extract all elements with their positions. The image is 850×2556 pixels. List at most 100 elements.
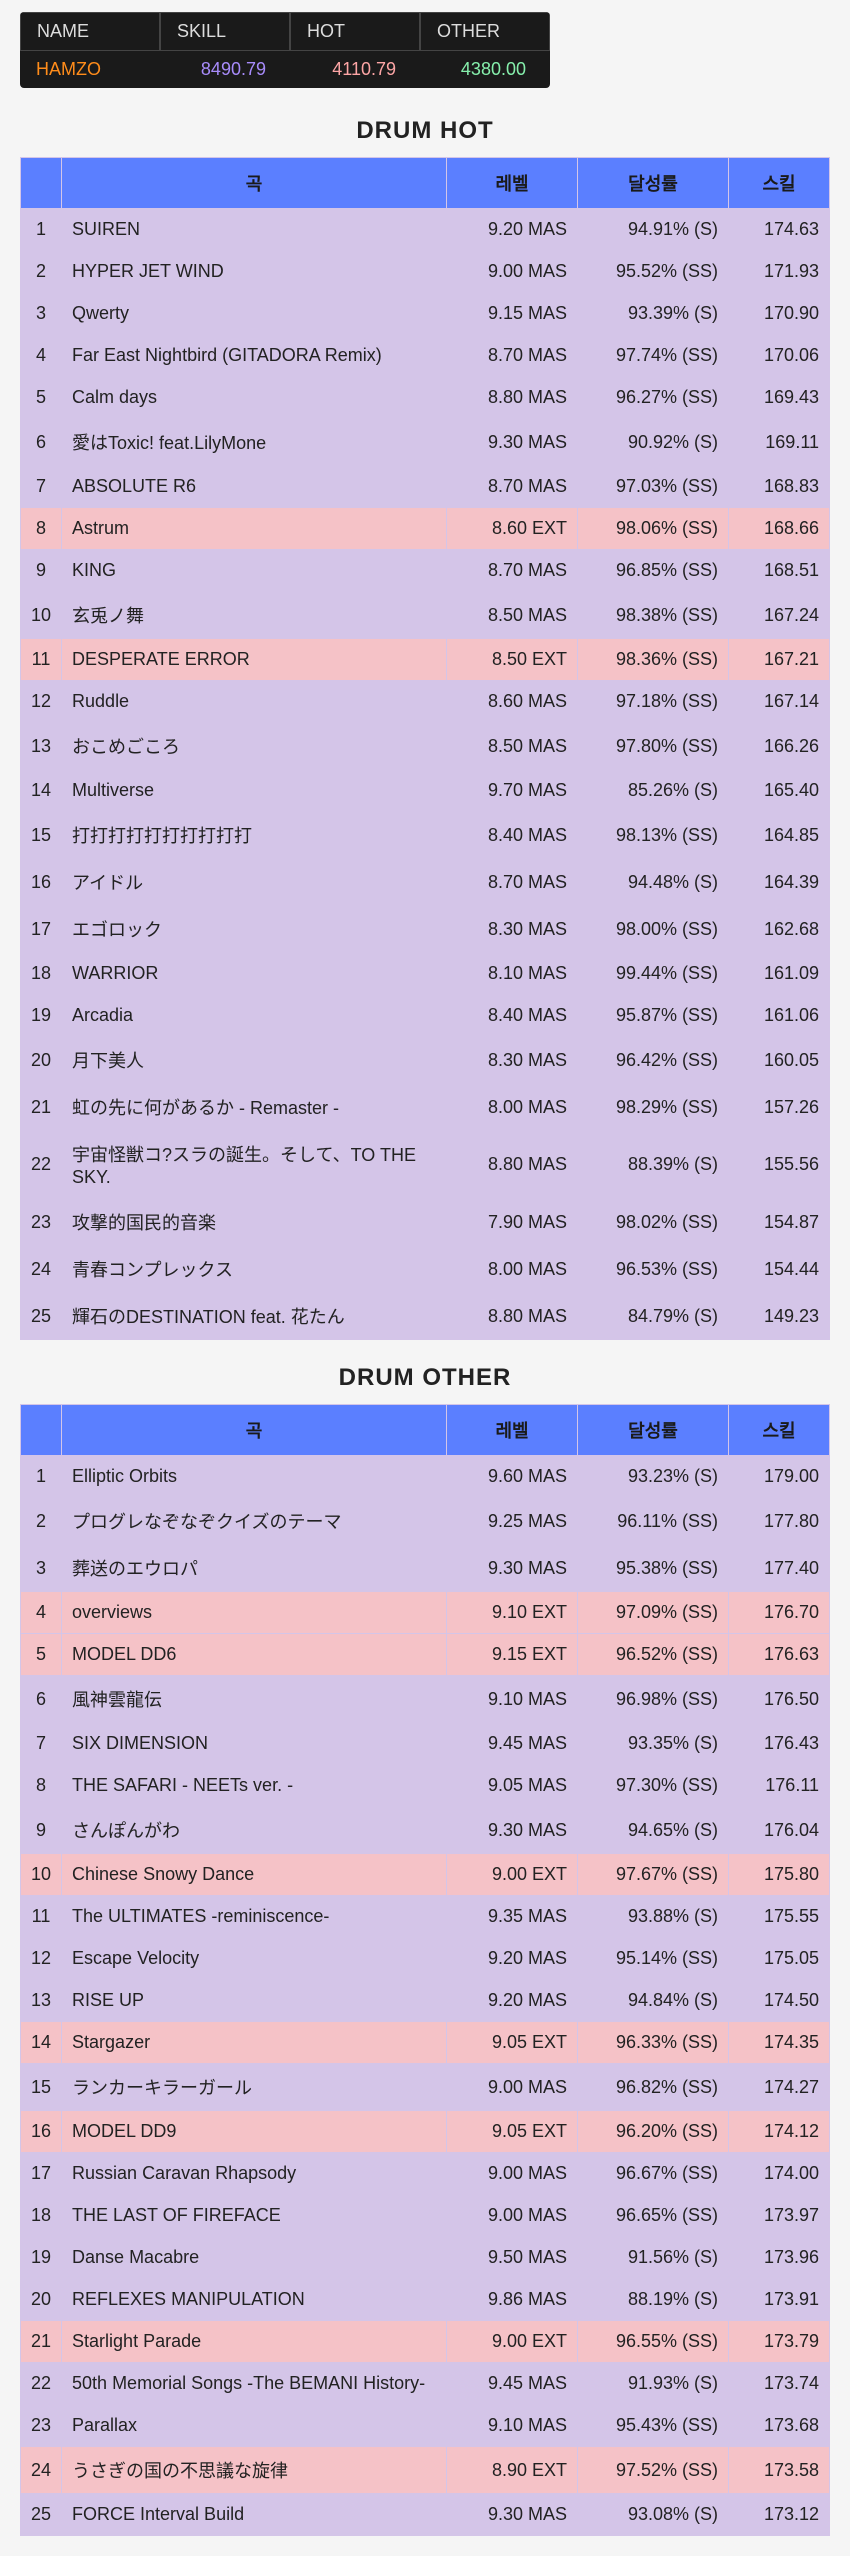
table-row[interactable]: 4Far East Nightbird (GITADORA Remix)8.70… (21, 335, 829, 376)
table-row[interactable]: 19Arcadia8.40 MAS95.87% (SS)161.06 (21, 995, 829, 1036)
table-row[interactable]: 18THE LAST OF FIREFACE9.00 MAS96.65% (SS… (21, 2195, 829, 2236)
cell-rate: 97.80% (SS) (578, 723, 728, 769)
cell-rank: 21 (21, 2321, 61, 2362)
table-row[interactable]: 1Elliptic Orbits9.60 MAS93.23% (S)179.00 (21, 1456, 829, 1497)
player-header: NAME SKILL HOT OTHER (20, 12, 550, 51)
table-row[interactable]: 19Danse Macabre9.50 MAS91.56% (S)173.96 (21, 2237, 829, 2278)
cell-skill: 175.05 (729, 1938, 829, 1979)
cell-song: REFLEXES MANIPULATION (62, 2279, 446, 2320)
table-row[interactable]: 2250th Memorial Songs -The BEMANI Histor… (21, 2363, 829, 2404)
cell-rank: 6 (21, 1676, 61, 1722)
cell-rank: 13 (21, 723, 61, 769)
th-rank (21, 158, 61, 208)
cell-rate: 96.27% (SS) (578, 377, 728, 418)
table-row[interactable]: 20月下美人8.30 MAS96.42% (SS)160.05 (21, 1037, 829, 1083)
table-row[interactable]: 1SUIREN9.20 MAS94.91% (S)174.63 (21, 209, 829, 250)
table-row[interactable]: 12Escape Velocity9.20 MAS95.14% (SS)175.… (21, 1938, 829, 1979)
cell-song: 輝石のDESTINATION feat. 花たん (62, 1293, 446, 1339)
table-row[interactable]: 17Russian Caravan Rhapsody9.00 MAS96.67%… (21, 2153, 829, 2194)
table-header-row: 곡 레벨 달성률 스킬 (21, 158, 829, 208)
table-row[interactable]: 3Qwerty9.15 MAS93.39% (S)170.90 (21, 293, 829, 334)
cell-skill: 173.97 (729, 2195, 829, 2236)
cell-rate: 97.03% (SS) (578, 466, 728, 507)
table-row[interactable]: 7SIX DIMENSION9.45 MAS93.35% (S)176.43 (21, 1723, 829, 1764)
table-row[interactable]: 6風神雲龍伝9.10 MAS96.98% (SS)176.50 (21, 1676, 829, 1722)
table-row[interactable]: 12Ruddle8.60 MAS97.18% (SS)167.14 (21, 681, 829, 722)
table-row[interactable]: 13おこめごころ8.50 MAS97.80% (SS)166.26 (21, 723, 829, 769)
table-row[interactable]: 14Stargazer9.05 EXT96.33% (SS)174.35 (21, 2022, 829, 2063)
cell-rate: 99.44% (SS) (578, 953, 728, 994)
cell-song: 宇宙怪獣コ?スラの誕生。そして、TO THE SKY. (62, 1131, 446, 1198)
table-row[interactable]: 8Astrum8.60 EXT98.06% (SS)168.66 (21, 508, 829, 549)
table-row[interactable]: 17エゴロック8.30 MAS98.00% (SS)162.68 (21, 906, 829, 952)
table-row[interactable]: 5Calm days8.80 MAS96.27% (SS)169.43 (21, 377, 829, 418)
table-row[interactable]: 9さんぽんがわ9.30 MAS94.65% (S)176.04 (21, 1807, 829, 1853)
table-row[interactable]: 20REFLEXES MANIPULATION9.86 MAS88.19% (S… (21, 2279, 829, 2320)
table-row[interactable]: 13RISE UP9.20 MAS94.84% (S)174.50 (21, 1980, 829, 2021)
table-row[interactable]: 24青春コンプレックス8.00 MAS96.53% (SS)154.44 (21, 1246, 829, 1292)
table-row[interactable]: 11DESPERATE ERROR8.50 EXT98.36% (SS)167.… (21, 639, 829, 680)
table-row[interactable]: 16MODEL DD99.05 EXT96.20% (SS)174.12 (21, 2111, 829, 2152)
table-row[interactable]: 11The ULTIMATES -reminiscence-9.35 MAS93… (21, 1896, 829, 1937)
cell-song: WARRIOR (62, 953, 446, 994)
table-row[interactable]: 5MODEL DD69.15 EXT96.52% (SS)176.63 (21, 1634, 829, 1675)
cell-skill: 176.50 (729, 1676, 829, 1722)
table-row[interactable]: 15ランカーキラーガール9.00 MAS96.82% (SS)174.27 (21, 2064, 829, 2110)
cell-rate: 98.13% (SS) (578, 812, 728, 858)
table-row[interactable]: 25輝石のDESTINATION feat. 花たん8.80 MAS84.79%… (21, 1293, 829, 1339)
table-row[interactable]: 10Chinese Snowy Dance9.00 EXT97.67% (SS)… (21, 1854, 829, 1895)
cell-level: 9.50 MAS (447, 2237, 577, 2278)
cell-rate: 97.18% (SS) (578, 681, 728, 722)
table-row[interactable]: 23攻撃的国民的音楽7.90 MAS98.02% (SS)154.87 (21, 1199, 829, 1245)
table-row[interactable]: 7ABSOLUTE R68.70 MAS97.03% (SS)168.83 (21, 466, 829, 507)
cell-rate: 98.00% (SS) (578, 906, 728, 952)
cell-rate: 95.52% (SS) (578, 251, 728, 292)
cell-rank: 11 (21, 639, 61, 680)
table-row[interactable]: 24うさぎの国の不思議な旋律8.90 EXT97.52% (SS)173.58 (21, 2447, 829, 2493)
cell-skill: 166.26 (729, 723, 829, 769)
cell-song: Escape Velocity (62, 1938, 446, 1979)
cell-song: Calm days (62, 377, 446, 418)
cell-level: 9.45 MAS (447, 1723, 577, 1764)
cell-rate: 91.56% (S) (578, 2237, 728, 2278)
table-row[interactable]: 2プログレなぞなぞクイズのテーマ9.25 MAS96.11% (SS)177.8… (21, 1498, 829, 1544)
table-row[interactable]: 8THE SAFARI - NEETs ver. -9.05 MAS97.30%… (21, 1765, 829, 1806)
table-row[interactable]: 6愛はToxic! feat.LilyMone9.30 MAS90.92% (S… (21, 419, 829, 465)
cell-rank: 8 (21, 508, 61, 549)
table-row[interactable]: 21虹の先に何があるか - Remaster -8.00 MAS98.29% (… (21, 1084, 829, 1130)
table-row[interactable]: 9KING8.70 MAS96.85% (SS)168.51 (21, 550, 829, 591)
table-row[interactable]: 3葬送のエウロパ9.30 MAS95.38% (SS)177.40 (21, 1545, 829, 1591)
cell-level: 9.30 MAS (447, 1807, 577, 1853)
table-row[interactable]: 15打打打打打打打打打打8.40 MAS98.13% (SS)164.85 (21, 812, 829, 858)
cell-rank: 25 (21, 2494, 61, 2535)
cell-level: 9.05 EXT (447, 2022, 577, 2063)
table-row[interactable]: 22宇宙怪獣コ?スラの誕生。そして、TO THE SKY.8.80 MAS88.… (21, 1131, 829, 1198)
table-row[interactable]: 2HYPER JET WIND9.00 MAS95.52% (SS)171.93 (21, 251, 829, 292)
table-row[interactable]: 14Multiverse9.70 MAS85.26% (S)165.40 (21, 770, 829, 811)
cell-rank: 25 (21, 1293, 61, 1339)
cell-skill: 175.55 (729, 1896, 829, 1937)
table-row[interactable]: 16アイドル8.70 MAS94.48% (S)164.39 (21, 859, 829, 905)
cell-rate: 96.55% (SS) (578, 2321, 728, 2362)
table-row[interactable]: 4overviews9.10 EXT97.09% (SS)176.70 (21, 1592, 829, 1633)
cell-skill: 173.91 (729, 2279, 829, 2320)
cell-rate: 96.11% (SS) (578, 1498, 728, 1544)
cell-rate: 98.38% (SS) (578, 592, 728, 638)
cell-skill: 174.50 (729, 1980, 829, 2021)
table-row[interactable]: 18WARRIOR8.10 MAS99.44% (SS)161.09 (21, 953, 829, 994)
table-row[interactable]: 25FORCE Interval Build9.30 MAS93.08% (S)… (21, 2494, 829, 2535)
table-row[interactable]: 23Parallax9.10 MAS95.43% (SS)173.68 (21, 2405, 829, 2446)
cell-level: 9.05 EXT (447, 2111, 577, 2152)
cell-level: 9.00 EXT (447, 2321, 577, 2362)
cell-level: 9.05 MAS (447, 1765, 577, 1806)
cell-song: 攻撃的国民的音楽 (62, 1199, 446, 1245)
cell-rank: 14 (21, 2022, 61, 2063)
cell-level: 8.70 MAS (447, 335, 577, 376)
cell-rank: 13 (21, 1980, 61, 2021)
cell-level: 8.80 MAS (447, 377, 577, 418)
th-level: 레벨 (447, 1405, 577, 1455)
cell-song: Russian Caravan Rhapsody (62, 2153, 446, 2194)
cell-level: 9.00 MAS (447, 251, 577, 292)
table-row[interactable]: 21Starlight Parade9.00 EXT96.55% (SS)173… (21, 2321, 829, 2362)
table-row[interactable]: 10玄兎ノ舞8.50 MAS98.38% (SS)167.24 (21, 592, 829, 638)
